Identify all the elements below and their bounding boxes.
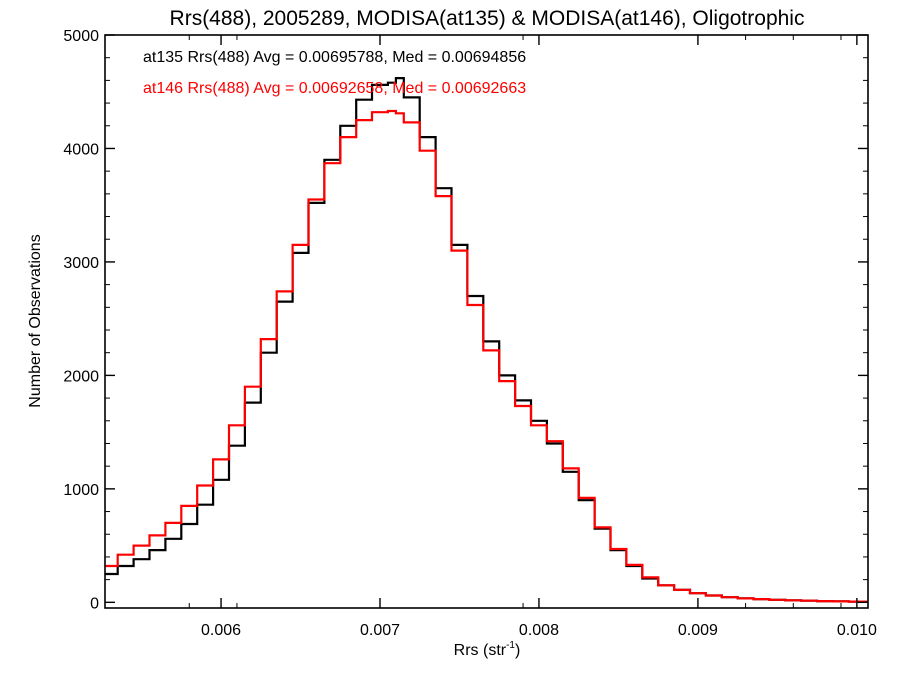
x-axis-label-superscript: -1 [506, 640, 515, 651]
series-line-at146 [105, 109, 868, 603]
chart-title: Rrs(488), 2005289, MODISA(at135) & MODIS… [170, 7, 805, 30]
x-tick-label: 0.007 [360, 622, 400, 639]
x-tick-label: 0.009 [678, 622, 718, 639]
y-tick-label: 4000 [63, 141, 99, 158]
y-tick-label: 1000 [63, 482, 99, 499]
axis-layer: 0.006 0.007 0.008 0.009 0.010 0 1000 2000 3000 40… [63, 28, 877, 639]
annotation-at146: at146 Rrs(488) Avg = 0.00692658, Med = 0… [143, 80, 526, 97]
x-axis-label-suffix: ) [515, 642, 520, 659]
x-tick-label: 0.010 [837, 622, 877, 639]
y-tick-label: 3000 [63, 255, 99, 272]
y-axis-label: Number of Observations [27, 234, 44, 407]
plot-area: 0.006 0.007 0.008 0.009 0.010 0 1000 2000 3000 40… [63, 28, 877, 639]
x-tick-label: 0.008 [519, 622, 559, 639]
series-line-at135 [105, 77, 868, 603]
series-layer [105, 77, 868, 603]
y-tick-label: 2000 [63, 368, 99, 385]
x-tick-label: 0.006 [201, 622, 241, 639]
plot-frame [104, 34, 869, 609]
x-axis-label: Rrs (str-1) [454, 640, 521, 659]
x-axis-label-main: Rrs (str [454, 642, 507, 659]
y-tick-label: 5000 [63, 28, 99, 45]
y-tick-label: 0 [90, 595, 99, 612]
annotation-at135: at135 Rrs(488) Avg = 0.00695788, Med = 0… [143, 49, 526, 66]
